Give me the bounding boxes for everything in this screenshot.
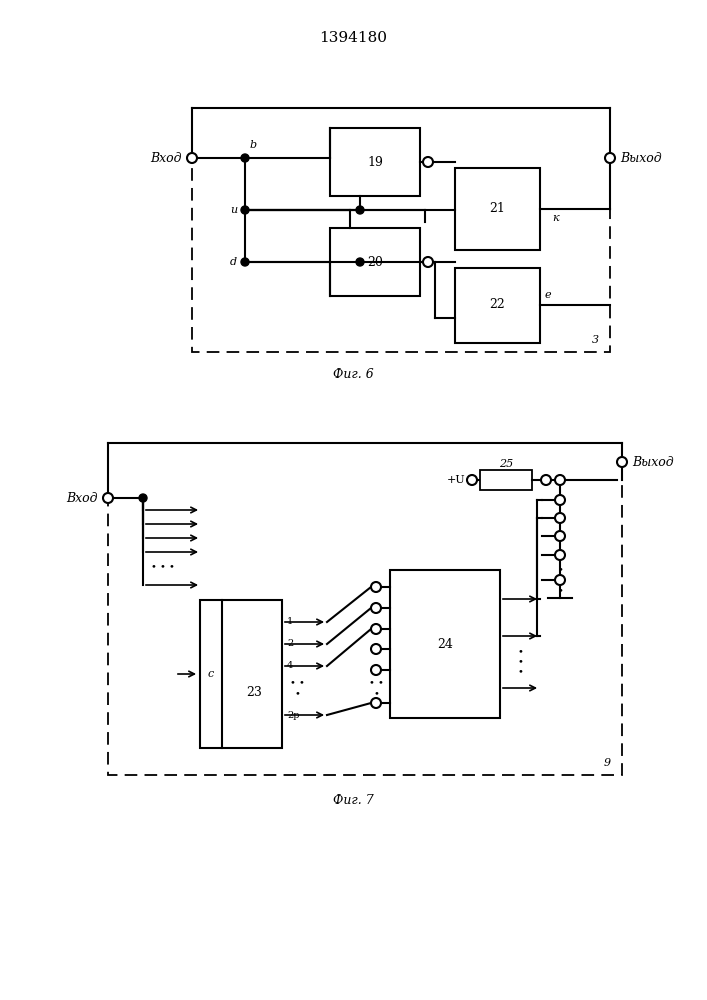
Bar [480, 470, 532, 490]
Circle shape [423, 157, 433, 167]
Circle shape [423, 257, 433, 267]
Text: Фиг. 7: Фиг. 7 [332, 794, 373, 806]
Circle shape [139, 494, 147, 502]
Text: е: е [545, 290, 551, 300]
Text: Вход: Вход [151, 151, 182, 164]
Circle shape [371, 582, 381, 592]
Text: Фиг. 6: Фиг. 6 [332, 368, 373, 381]
Bar [390, 570, 500, 718]
Circle shape [241, 206, 249, 214]
Circle shape [371, 624, 381, 634]
Text: 1394180: 1394180 [319, 31, 387, 45]
Bar [455, 168, 540, 250]
Text: 2: 2 [287, 640, 293, 648]
Text: 19: 19 [367, 155, 383, 168]
Circle shape [555, 513, 565, 523]
Bar [200, 600, 282, 748]
Circle shape [356, 258, 364, 266]
Text: 9: 9 [604, 758, 611, 768]
Text: к: к [552, 213, 559, 223]
Circle shape [371, 665, 381, 675]
Text: 1: 1 [287, 617, 293, 626]
Circle shape [356, 206, 364, 214]
Circle shape [605, 153, 615, 163]
Text: 3: 3 [592, 335, 599, 345]
Bar [455, 268, 540, 343]
Bar [192, 108, 610, 352]
Text: Выход: Выход [620, 151, 662, 164]
Circle shape [467, 475, 477, 485]
Circle shape [103, 493, 113, 503]
Circle shape [555, 575, 565, 585]
Text: u: u [230, 205, 237, 215]
Text: 25: 25 [499, 459, 513, 469]
Text: Выход: Выход [632, 456, 674, 468]
Text: 22: 22 [489, 298, 505, 312]
Circle shape [187, 153, 197, 163]
Circle shape [241, 154, 249, 162]
Text: b: b [250, 140, 257, 150]
Circle shape [617, 457, 627, 467]
Text: d: d [230, 257, 237, 267]
Circle shape [371, 698, 381, 708]
Text: 2p: 2p [287, 710, 300, 720]
Text: • •
•: • • • [368, 679, 383, 698]
Text: • • •: • • • [151, 564, 175, 572]
Circle shape [371, 603, 381, 613]
Text: 24: 24 [437, 638, 453, 650]
Text: +U: +U [446, 475, 465, 485]
Circle shape [555, 550, 565, 560]
Circle shape [555, 475, 565, 485]
Bar [330, 228, 420, 296]
Circle shape [541, 475, 551, 485]
Text: 20: 20 [367, 255, 383, 268]
Text: •
•
•: • • • [517, 647, 523, 677]
Circle shape [555, 495, 565, 505]
Text: 21: 21 [489, 202, 505, 216]
Bar [108, 443, 622, 775]
Text: Вход: Вход [66, 491, 98, 504]
Text: 4: 4 [287, 662, 293, 670]
Circle shape [555, 531, 565, 541]
Circle shape [371, 644, 381, 654]
Bar [330, 128, 420, 196]
Text: • •
•: • • • [290, 679, 305, 698]
Circle shape [241, 258, 249, 266]
Text: 23: 23 [246, 686, 262, 698]
Text: c: c [208, 669, 214, 679]
Text: •
•
•: • • • [557, 565, 563, 595]
